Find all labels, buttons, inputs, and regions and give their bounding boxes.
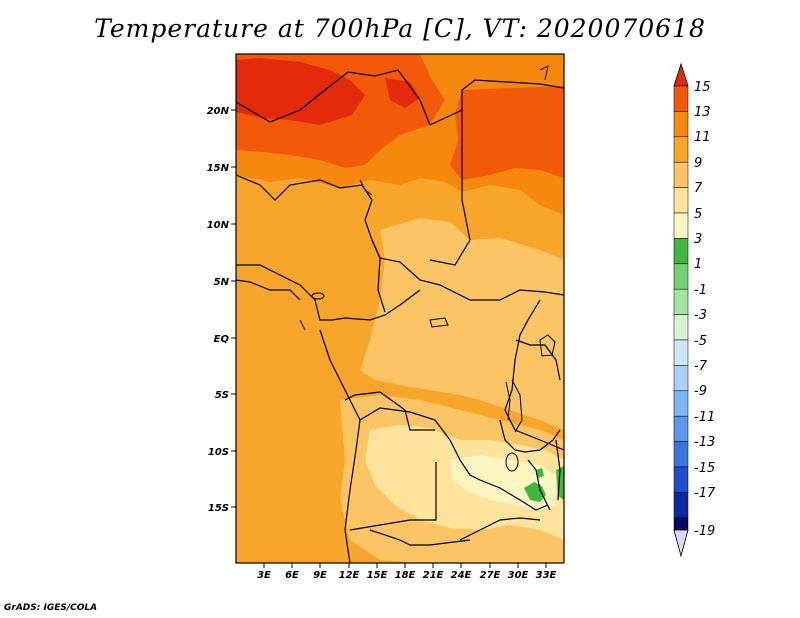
field-13-15-northeast: [450, 86, 564, 180]
colorbar-label: -15: [694, 461, 715, 476]
rivers: [299, 65, 549, 331]
colorbar-swatch: [673, 238, 689, 265]
lon-label-12e: 12E: [339, 570, 360, 581]
colorbar-swatch: [673, 517, 689, 531]
lon-label-21e: 21E: [423, 570, 444, 581]
colorbar-label: 13: [694, 105, 711, 120]
colorbar-label: 5: [694, 207, 702, 222]
colorbar-label: 7: [694, 181, 703, 196]
lat-axis: 20N 15N 10N 5N EQ 5S 10S 15S: [207, 106, 236, 514]
colorbar-top-arrow: [673, 62, 689, 87]
lat-label-5n: 5N: [214, 277, 230, 288]
lon-label-33e: 33E: [536, 570, 557, 581]
colorbar-swatch: [673, 161, 689, 188]
colorbar-label: -13: [694, 435, 715, 450]
field-1-3-patch-b: [536, 468, 544, 478]
colorbar-label: -1: [694, 283, 707, 298]
lon-axis: 3E 6E 9E 12E 15E 18E 21E 24E 27E 30E 33E: [257, 563, 557, 581]
colorbar-swatch: [673, 441, 689, 468]
lon-label-9e: 9E: [313, 570, 327, 581]
lat-label-5s: 5S: [215, 390, 229, 401]
country-borders: [236, 69, 564, 563]
colorbar-label: 1: [694, 257, 702, 272]
field-15-plus-b: [385, 78, 420, 108]
lat-label-15n: 15N: [207, 163, 230, 174]
colorbar-label: -3: [694, 308, 707, 323]
colorbar-label: -17: [694, 486, 716, 501]
colorbar-swatch: [673, 263, 689, 290]
lat-label-eq: EQ: [214, 334, 230, 345]
lakes: [311, 292, 556, 472]
map-frame: [235, 53, 565, 564]
temperature-field: [236, 54, 564, 563]
colorbar-swatch: [673, 492, 689, 519]
lon-label-30e: 30E: [508, 570, 529, 581]
chart-title: Temperature at 700hPa [C], VT: 202007061…: [94, 14, 706, 43]
colorbar-swatch: [673, 466, 689, 493]
colorbar: 15 13 11 9 7 5 3 1 -1 -3 -5 -7 -9 -11 -1…: [673, 62, 716, 558]
lon-label-3e: 3E: [257, 570, 271, 581]
colorbar-label: -7: [694, 359, 708, 374]
colorbar-label: -19: [694, 524, 715, 539]
colorbar-label: 3: [694, 232, 702, 247]
lat-label-10s: 10S: [208, 447, 229, 458]
colorbar-swatch: [673, 415, 689, 442]
colorbar-swatch: [673, 314, 689, 341]
colorbar-label: 15: [694, 80, 711, 95]
colorbar-swatch: [673, 136, 689, 163]
lat-label-10n: 10N: [207, 220, 230, 231]
colorbar-label: -11: [694, 410, 715, 425]
colorbar-swatch: [673, 111, 689, 138]
lon-label-24e: 24E: [451, 570, 472, 581]
colorbar-swatch: [673, 390, 689, 417]
lon-label-27e: 27E: [480, 570, 501, 581]
colorbar-label: -5: [694, 334, 707, 349]
colorbar-swatch: [673, 339, 689, 366]
colorbar-swatch: [673, 212, 689, 239]
colorbar-label: 11: [694, 130, 711, 145]
lat-label-20n: 20N: [207, 106, 230, 117]
colorbar-swatch: [673, 85, 689, 112]
colorbar-swatch: [673, 365, 689, 392]
footer-credit: GrADS: IGES/COLA: [4, 603, 98, 613]
colorbar-bottom-arrow: [673, 529, 689, 558]
lat-label-15s: 15S: [208, 503, 229, 514]
colorbar-swatch: [673, 288, 689, 315]
lon-label-6e: 6E: [285, 570, 299, 581]
colorbar-label: 9: [694, 156, 702, 171]
field-1-3-patch: [524, 482, 546, 502]
lon-label-18e: 18E: [395, 570, 416, 581]
field-15-plus: [236, 58, 365, 125]
lon-label-15e: 15E: [367, 570, 388, 581]
colorbar-swatch: [673, 187, 689, 214]
colorbar-label: -9: [694, 384, 707, 399]
